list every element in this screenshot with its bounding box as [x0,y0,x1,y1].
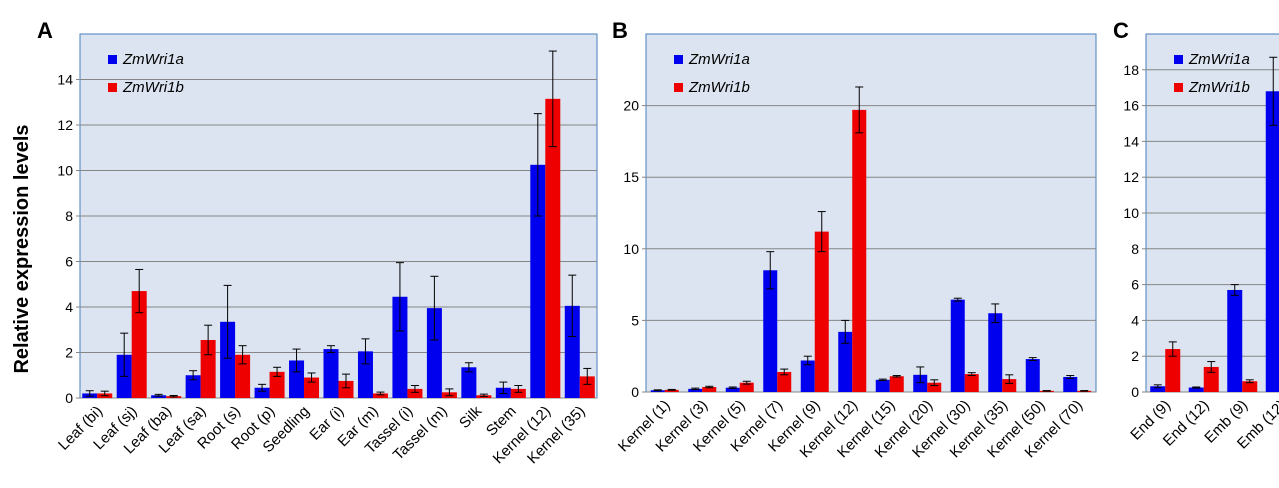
category-label: Silk [456,402,485,431]
panel-c-letter: C [1113,18,1129,43]
bar-ZmWri1b-2 [1203,366,1219,392]
y-tick-label: 4 [1131,312,1139,328]
y-tick-label: 12 [57,117,73,133]
legend-swatch-ZmWri1a [1174,55,1183,64]
bar-ZmWri1a-9 [357,351,373,398]
bar-ZmWri1b-15 [579,376,595,398]
bar-ZmWri1b-5 [235,354,251,398]
bar-ZmWri1b-8 [927,382,942,392]
bar-ZmWri1b-10 [1002,379,1017,392]
bar-ZmWri1b-5 [814,231,829,392]
bar-ZmWri1a-4 [185,375,201,398]
y-tick-label: 18 [1123,62,1139,78]
bar-ZmWri1a-8 [323,349,339,398]
bar-ZmWri1a-14 [530,164,546,398]
y-tick-label: 2 [1131,348,1139,364]
bar-ZmWri1a-6 [838,331,853,392]
y-tick-label: 15 [623,169,639,185]
bar-ZmWri1a-5 [800,360,815,392]
bar-ZmWri1b-2 [131,291,147,398]
bar-ZmWri1a-2 [688,388,703,392]
bar-ZmWri1a-1 [1150,386,1166,392]
bar-ZmWri1a-4 [1265,91,1279,392]
bar-ZmWri1a-15 [564,305,580,398]
legend-label: ZmWri1a [1188,51,1250,68]
legend-label: ZmWri1b [122,79,184,96]
legend-swatch-ZmWri1b [108,83,117,92]
bar-ZmWri1b-7 [304,377,320,398]
bar-ZmWri1a-7 [289,360,305,398]
bar-ZmWri1b-1 [1165,349,1181,392]
bar-ZmWri1b-6 [269,371,285,398]
y-tick-label: 10 [623,241,639,257]
legend-label: ZmWri1b [1188,79,1250,96]
bar-ZmWri1b-3 [1242,381,1258,392]
bar-ZmWri1a-6 [254,387,270,398]
legend-swatch-ZmWri1b [674,83,683,92]
bar-ZmWri1a-7 [875,379,890,392]
y-tick-label: 10 [57,163,73,179]
bar-ZmWri1b-9 [964,374,979,392]
y-tick-label: 4 [65,299,73,315]
plot-background [645,33,1097,393]
bar-ZmWri1b-13 [510,388,526,398]
y-tick-label: 14 [57,72,73,88]
y-tick-label: 0 [1131,384,1139,400]
y-axis-label: Relative expression levels [11,124,33,373]
panel-a-letter: A [37,18,53,43]
legend-label: ZmWri1a [688,51,750,68]
bar-ZmWri1b-2 [702,386,717,392]
y-tick-label: 12 [1123,169,1139,185]
bar-ZmWri1a-3 [725,387,740,392]
legend-label: ZmWri1b [688,79,750,96]
bar-ZmWri1b-3 [739,382,754,392]
legend-swatch-ZmWri1b [1174,83,1183,92]
panel-b-letter: B [612,18,628,43]
y-tick-label: 20 [623,98,639,114]
bar-ZmWri1a-10 [392,296,408,398]
bar-ZmWri1b-14 [545,98,561,399]
y-tick-label: 6 [65,254,73,270]
y-tick-label: 8 [65,208,73,224]
bar-ZmWri1a-12 [1063,376,1078,392]
bar-ZmWri1a-3 [1227,289,1243,392]
y-tick-label: 10 [1123,205,1139,221]
y-tick-label: 2 [65,345,73,361]
legend-swatch-ZmWri1a [674,55,683,64]
y-tick-label: 0 [631,384,639,400]
bar-ZmWri1b-7 [889,376,904,392]
bar-ZmWri1a-5 [220,321,236,398]
y-tick-label: 8 [1131,241,1139,257]
bar-ZmWri1b-4 [777,371,792,392]
y-tick-label: 0 [65,390,73,406]
legend-label: ZmWri1a [122,51,184,68]
bar-ZmWri1a-4 [763,270,778,392]
bar-ZmWri1a-8 [913,374,928,392]
bar-ZmWri1a-9 [950,299,965,392]
bar-ZmWri1b-1 [664,389,679,392]
bar-ZmWri1a-10 [988,313,1003,392]
bar-ZmWri1b-8 [338,380,354,398]
bar-ZmWri1a-11 [426,308,442,398]
y-tick-label: 5 [631,312,639,328]
legend-swatch-ZmWri1a [108,55,117,64]
y-tick-label: 6 [1131,277,1139,293]
bar-ZmWri1b-10 [407,388,423,398]
y-tick-label: 16 [1123,98,1139,114]
bar-ZmWri1b-9 [372,393,388,398]
bar-ZmWri1b-6 [852,109,867,393]
y-tick-label: 14 [1123,133,1139,149]
bar-ZmWri1a-2 [1188,387,1204,392]
bar-ZmWri1a-11 [1025,359,1040,392]
bar-ZmWri1a-12 [461,367,477,398]
